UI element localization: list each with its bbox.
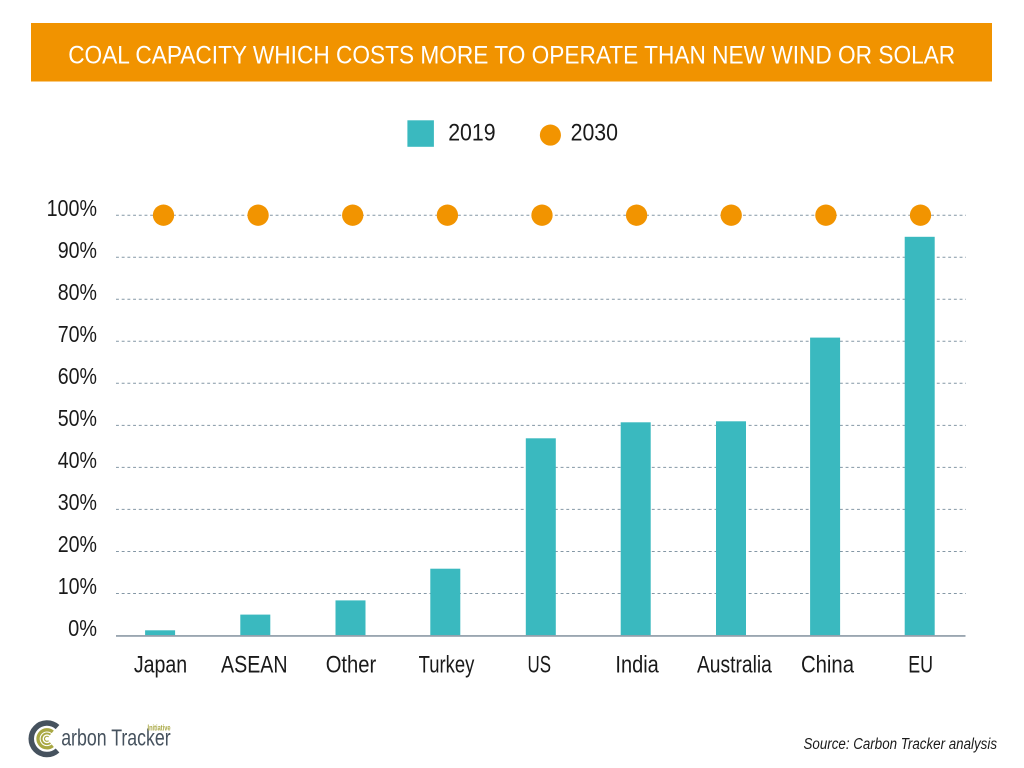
svg-text:2019: 2019 <box>448 120 495 147</box>
svg-text:ASEAN: ASEAN <box>221 652 288 679</box>
svg-text:US: US <box>528 652 552 679</box>
svg-text:India: India <box>615 652 659 679</box>
svg-text:70%: 70% <box>58 321 97 347</box>
svg-text:100%: 100% <box>47 195 97 221</box>
svg-text:0%: 0% <box>68 615 97 641</box>
svg-text:Australia: Australia <box>697 652 772 679</box>
svg-text:COAL CAPACITY WHICH COSTS MORE: COAL CAPACITY WHICH COSTS MORE TO OPERAT… <box>68 43 955 70</box>
svg-text:Initiative: Initiative <box>148 724 171 733</box>
svg-text:Turkey: Turkey <box>419 652 475 679</box>
svg-text:50%: 50% <box>58 405 97 431</box>
svg-text:10%: 10% <box>58 573 97 599</box>
svg-text:90%: 90% <box>58 237 97 263</box>
svg-text:Other: Other <box>326 652 377 679</box>
svg-text:Source: Carbon Tracker analysi: Source: Carbon Tracker analysis <box>804 736 998 753</box>
svg-text:2030: 2030 <box>571 120 618 147</box>
svg-text:30%: 30% <box>58 489 97 515</box>
svg-text:China: China <box>801 652 854 679</box>
svg-text:60%: 60% <box>58 363 97 389</box>
svg-text:20%: 20% <box>58 531 97 557</box>
svg-text:Japan: Japan <box>134 652 187 679</box>
svg-text:arbon Tracker: arbon Tracker <box>61 725 171 751</box>
svg-text:EU: EU <box>908 652 933 679</box>
svg-text:80%: 80% <box>58 279 97 305</box>
svg-text:40%: 40% <box>58 447 97 473</box>
